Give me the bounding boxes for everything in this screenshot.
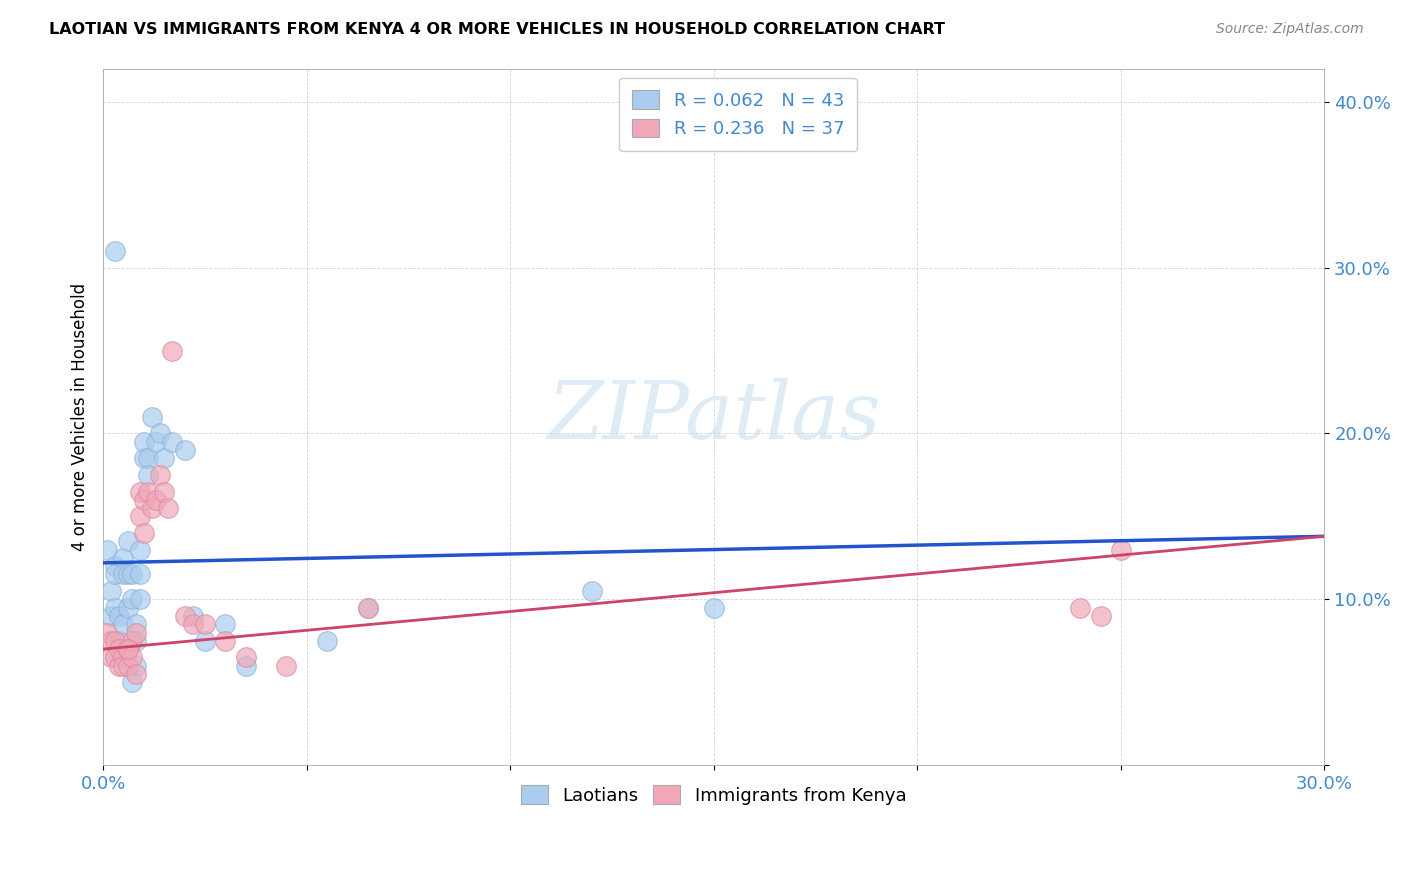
Point xyxy=(112,658,135,673)
Point xyxy=(132,526,155,541)
Point xyxy=(128,567,150,582)
Point xyxy=(145,492,167,507)
Point xyxy=(117,534,139,549)
Point xyxy=(112,550,135,565)
Point xyxy=(149,467,172,482)
Point xyxy=(136,467,159,482)
Point xyxy=(112,567,135,582)
Point xyxy=(121,592,143,607)
Point xyxy=(104,559,127,574)
Point xyxy=(117,600,139,615)
Point xyxy=(104,567,127,582)
Point xyxy=(121,567,143,582)
Point xyxy=(214,617,236,632)
Point xyxy=(581,584,603,599)
Point xyxy=(96,542,118,557)
Point xyxy=(100,608,122,623)
Point xyxy=(132,492,155,507)
Point xyxy=(96,625,118,640)
Point xyxy=(173,443,195,458)
Point xyxy=(104,600,127,615)
Point xyxy=(145,434,167,449)
Point xyxy=(1069,600,1091,615)
Point xyxy=(1109,542,1132,557)
Point xyxy=(141,409,163,424)
Text: ZIPatlas: ZIPatlas xyxy=(547,378,880,456)
Point xyxy=(112,650,135,665)
Point xyxy=(141,501,163,516)
Point xyxy=(136,484,159,499)
Point xyxy=(121,675,143,690)
Point xyxy=(128,592,150,607)
Point xyxy=(181,617,204,632)
Text: Source: ZipAtlas.com: Source: ZipAtlas.com xyxy=(1216,22,1364,37)
Point xyxy=(235,658,257,673)
Point xyxy=(125,625,148,640)
Point xyxy=(121,633,143,648)
Point xyxy=(132,434,155,449)
Point xyxy=(108,658,131,673)
Point xyxy=(121,650,143,665)
Point xyxy=(128,484,150,499)
Point xyxy=(153,484,176,499)
Point xyxy=(100,633,122,648)
Point xyxy=(276,658,298,673)
Point xyxy=(117,567,139,582)
Point xyxy=(100,584,122,599)
Point xyxy=(194,633,217,648)
Point xyxy=(125,658,148,673)
Point xyxy=(157,501,180,516)
Point xyxy=(128,542,150,557)
Point xyxy=(136,451,159,466)
Point xyxy=(173,608,195,623)
Point xyxy=(153,451,176,466)
Y-axis label: 4 or more Vehicles in Household: 4 or more Vehicles in Household xyxy=(72,283,89,551)
Point xyxy=(316,633,339,648)
Point xyxy=(149,426,172,441)
Point xyxy=(104,633,127,648)
Point xyxy=(128,509,150,524)
Point xyxy=(132,451,155,466)
Point xyxy=(108,633,131,648)
Point xyxy=(703,600,725,615)
Point xyxy=(1090,608,1112,623)
Point xyxy=(125,633,148,648)
Point xyxy=(125,617,148,632)
Point xyxy=(357,600,380,615)
Point xyxy=(357,600,380,615)
Point xyxy=(214,633,236,648)
Point xyxy=(108,608,131,623)
Point xyxy=(117,658,139,673)
Point xyxy=(125,667,148,681)
Point xyxy=(104,244,127,258)
Point xyxy=(162,343,184,358)
Point xyxy=(104,650,127,665)
Text: LAOTIAN VS IMMIGRANTS FROM KENYA 4 OR MORE VEHICLES IN HOUSEHOLD CORRELATION CHA: LAOTIAN VS IMMIGRANTS FROM KENYA 4 OR MO… xyxy=(49,22,945,37)
Legend: Laotians, Immigrants from Kenya: Laotians, Immigrants from Kenya xyxy=(510,774,917,815)
Point xyxy=(108,642,131,657)
Point xyxy=(100,650,122,665)
Point xyxy=(112,642,135,657)
Point xyxy=(117,642,139,657)
Point xyxy=(117,642,139,657)
Point xyxy=(162,434,184,449)
Point xyxy=(112,617,135,632)
Point xyxy=(235,650,257,665)
Point xyxy=(181,608,204,623)
Point xyxy=(194,617,217,632)
